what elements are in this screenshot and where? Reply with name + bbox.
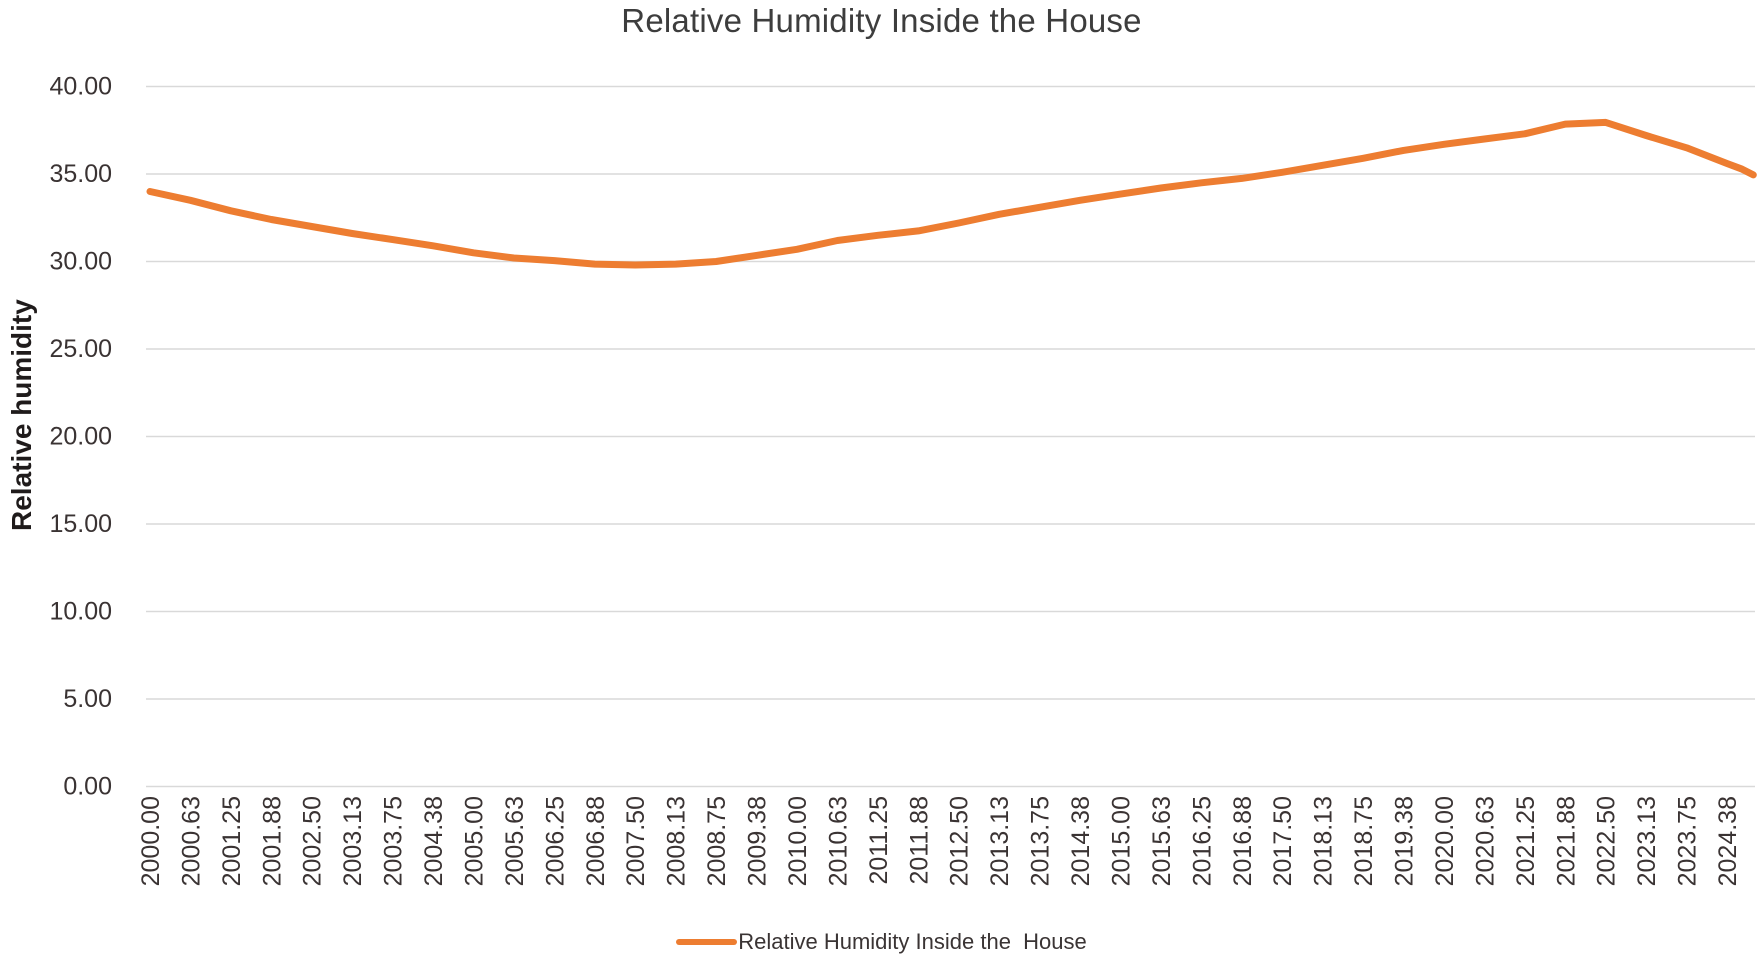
x-tick-label: 2010.63 [824,796,852,886]
x-tick-label: 2003.75 [380,796,408,886]
x-tick-label: 2015.00 [1107,796,1135,886]
x-tick-label: 2012.50 [946,796,974,886]
x-tick-label: 2006.25 [541,796,569,886]
humidity-line-series [146,118,1757,269]
x-tick-label: 2014.38 [1067,796,1095,886]
y-tick-label: 40.00 [49,73,112,101]
y-tick-label: 30.00 [49,248,112,276]
y-tick-label: 35.00 [49,160,112,188]
x-tick-label: 2002.50 [299,796,327,886]
x-tick-label: 2010.00 [784,796,812,886]
x-tick-label: 2001.88 [258,796,286,886]
x-tick-label: 2023.75 [1674,796,1702,886]
x-tick-label: 2016.88 [1229,796,1257,886]
x-tick-label: 2020.00 [1431,796,1459,886]
x-tick-label: 2024.38 [1714,796,1742,886]
x-tick-label: 2020.63 [1471,796,1499,886]
x-tick-label: 2001.25 [218,796,246,886]
x-tick-label: 2011.88 [905,796,933,885]
x-tick-label: 2017.50 [1269,796,1297,886]
legend-label: Relative Humidity Inside the House [738,929,1087,954]
chart-title: Relative Humidity Inside the House [621,2,1142,39]
y-tick-label: 15.00 [49,510,112,538]
x-tick-label: 2009.38 [744,796,772,886]
x-tick-label: 2008.13 [663,796,691,886]
x-tick-label: 2018.75 [1350,796,1378,886]
x-tick-label: 2007.50 [622,796,650,886]
x-tick-label: 2005.00 [460,796,488,886]
x-tick-label: 2008.75 [703,796,731,886]
x-tick-label: 2013.13 [986,796,1014,886]
x-tick-label: 2023.13 [1633,796,1661,886]
x-tick-label: 2000.63 [177,796,205,886]
x-tick-label: 2019.38 [1391,796,1419,886]
legend: Relative Humidity Inside the House [0,929,1763,955]
y-tick-label: 5.00 [63,685,112,713]
y-tick-label: 20.00 [49,423,112,451]
x-tick-label: 2004.38 [420,796,448,886]
x-tick-label: 2003.13 [339,796,367,886]
x-tick-label: 2021.88 [1552,796,1580,886]
y-tick-label: 25.00 [49,335,112,363]
y-tick-label: 10.00 [49,598,112,626]
x-tick-label: 2016.25 [1188,796,1216,886]
x-tick-label: 2015.63 [1148,796,1176,886]
x-tick-label: 2011.25 [865,796,893,885]
x-tick-label: 2013.75 [1027,796,1055,886]
x-tick-label: 2000.00 [137,796,165,886]
x-tick-label: 2005.63 [501,796,529,886]
legend-line-icon [676,939,738,945]
x-tick-label: 2021.25 [1512,796,1540,886]
x-tick-label: 2018.13 [1310,796,1338,886]
y-tick-label: 0.00 [63,773,112,801]
x-tick-label: 2006.88 [582,796,610,886]
x-tick-label: 2022.50 [1593,796,1621,886]
